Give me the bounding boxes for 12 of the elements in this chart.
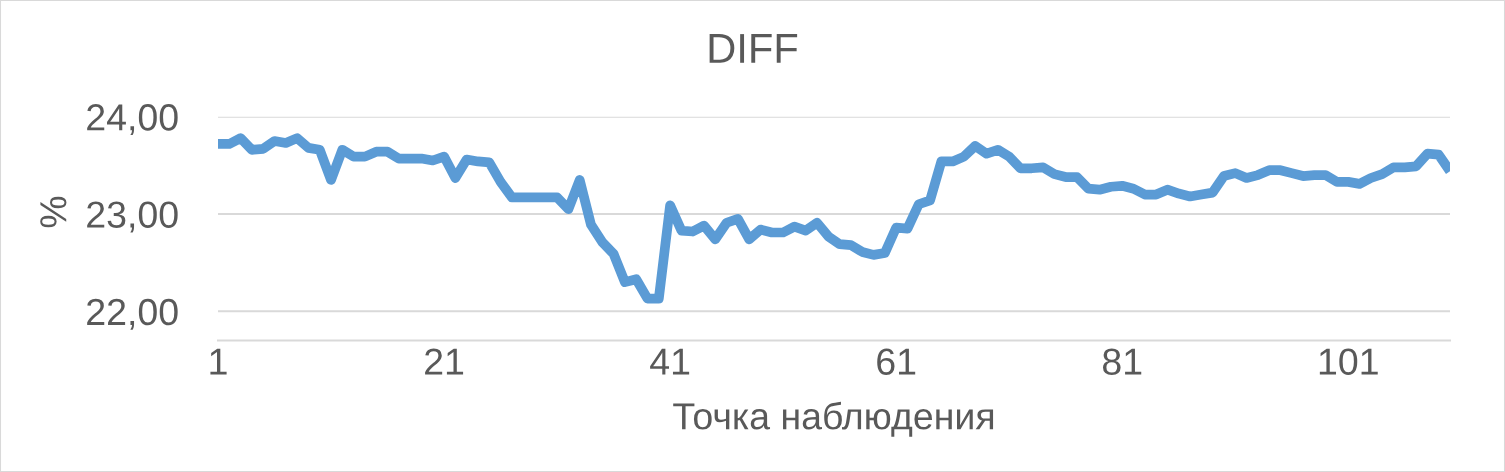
x-tick-label: 81: [1103, 348, 1142, 375]
x-tick-label: 21: [425, 348, 464, 375]
y-axis-title: %: [40, 196, 67, 228]
x-tick-label: 101: [1319, 348, 1378, 375]
x-tick-label: 61: [877, 348, 916, 375]
chart-title: DIFF: [709, 34, 798, 63]
y-tick-label: 24,00: [87, 104, 178, 136]
y-tick-label: 23,00: [87, 201, 178, 233]
x-tick-label: 1: [210, 348, 227, 375]
x-axis-title: Точка наблюдения: [673, 401, 994, 437]
y-tick-label: 22,00: [87, 298, 178, 330]
x-tick-label: 41: [650, 348, 690, 375]
